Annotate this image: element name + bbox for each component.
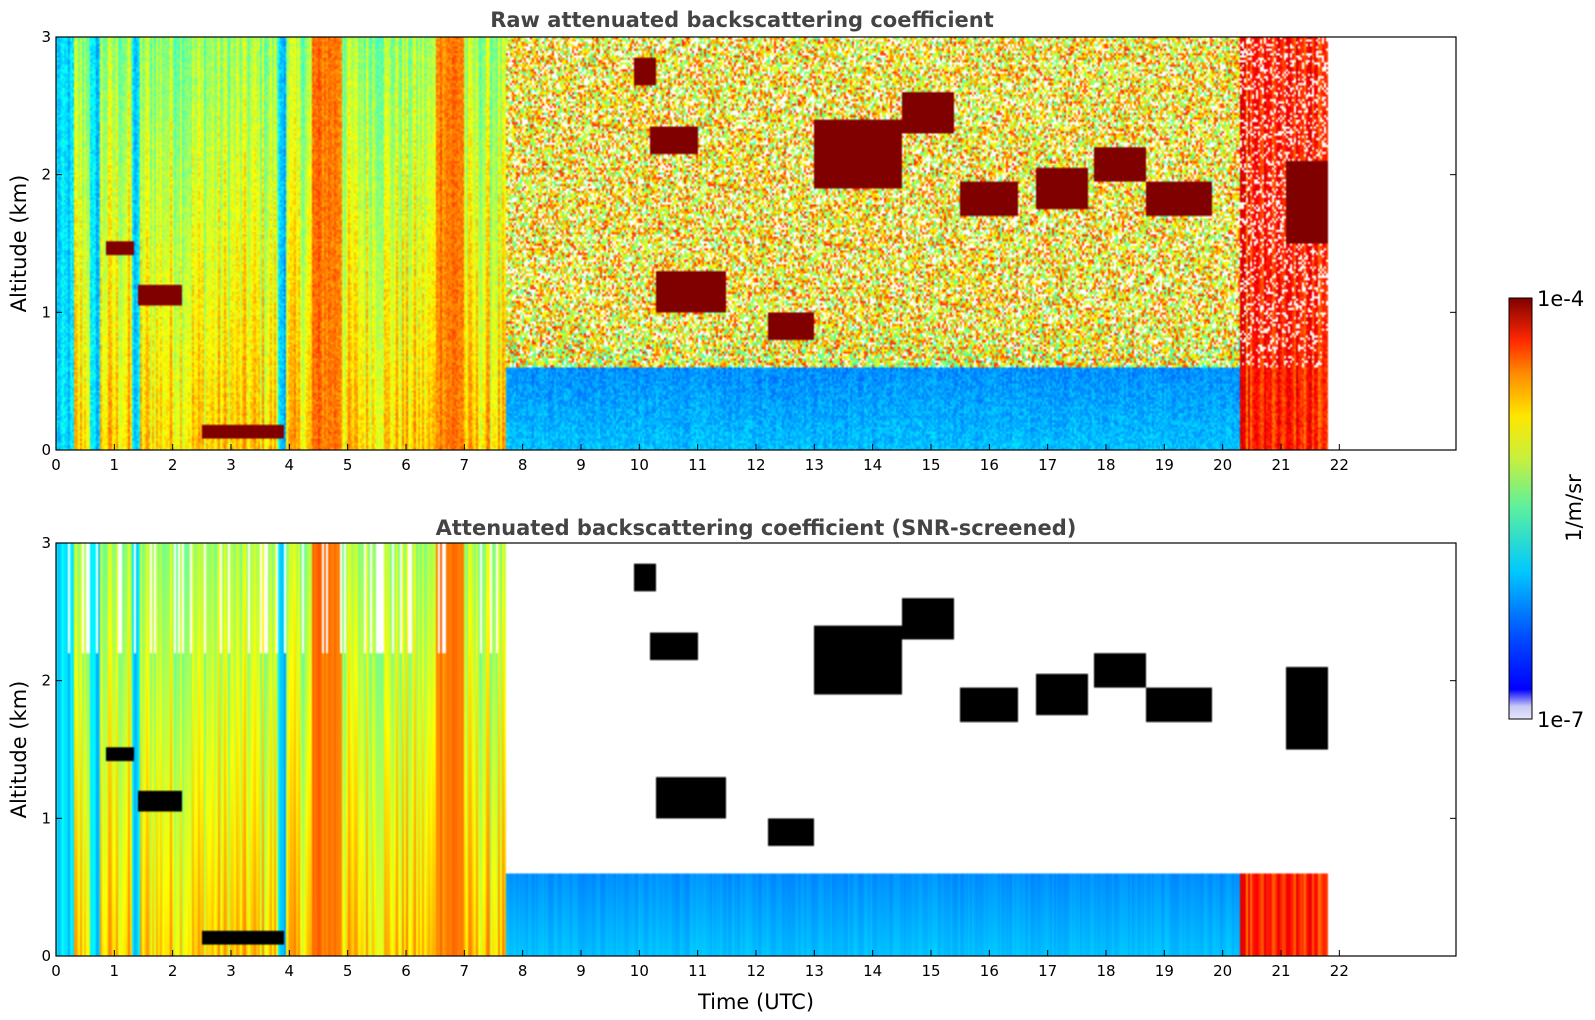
x-tick-label: 22 bbox=[1330, 962, 1349, 980]
x-tick-label: 18 bbox=[1096, 962, 1115, 980]
x-tick-label: 11 bbox=[688, 456, 707, 474]
x-tick-label: 21 bbox=[1271, 962, 1290, 980]
y-tick-label: 1 bbox=[41, 809, 51, 827]
x-tick-label: 17 bbox=[1038, 456, 1057, 474]
x-tick-label: 12 bbox=[746, 456, 765, 474]
x-tick-label: 11 bbox=[688, 962, 707, 980]
x-tick-label: 17 bbox=[1038, 962, 1057, 980]
panel-raw-heatmap bbox=[56, 37, 1456, 450]
x-tick-label: 15 bbox=[921, 962, 940, 980]
x-tick-label: 0 bbox=[51, 456, 61, 474]
panel-screened-xlabel: Time (UTC) bbox=[697, 990, 814, 1014]
panel-raw-title: Raw attenuated backscattering coefficien… bbox=[490, 8, 994, 32]
x-tick-label: 14 bbox=[863, 456, 882, 474]
x-tick-label: 20 bbox=[1213, 456, 1232, 474]
panel-screened: Attenuated backscattering coefficient (S… bbox=[7, 516, 1457, 1014]
x-tick-label: 2 bbox=[168, 962, 178, 980]
colorbar-gradient bbox=[1508, 297, 1533, 720]
panel-screened-ylabel: Altitude (km) bbox=[7, 681, 31, 819]
x-tick-label: 4 bbox=[285, 456, 295, 474]
x-tick-label: 4 bbox=[285, 962, 295, 980]
x-tick-label: 20 bbox=[1213, 962, 1232, 980]
x-tick-label: 3 bbox=[226, 456, 236, 474]
x-tick-label: 10 bbox=[630, 456, 649, 474]
colorbar: 1e-4 1e-7 1/m/sr bbox=[1508, 287, 1586, 732]
x-tick-label: 15 bbox=[921, 456, 940, 474]
x-tick-label: 19 bbox=[1155, 962, 1174, 980]
x-tick-label: 16 bbox=[980, 456, 999, 474]
x-tick-label: 6 bbox=[401, 456, 411, 474]
x-tick-label: 12 bbox=[746, 962, 765, 980]
x-tick-label: 2 bbox=[168, 456, 178, 474]
x-tick-label: 19 bbox=[1155, 456, 1174, 474]
y-tick-label: 0 bbox=[41, 947, 51, 965]
y-tick-label: 2 bbox=[41, 166, 51, 184]
x-tick-label: 5 bbox=[343, 456, 353, 474]
x-tick-label: 3 bbox=[226, 962, 236, 980]
x-tick-label: 6 bbox=[401, 962, 411, 980]
x-tick-label: 1 bbox=[110, 962, 120, 980]
x-tick-label: 8 bbox=[518, 456, 528, 474]
x-tick-label: 22 bbox=[1330, 456, 1349, 474]
x-tick-label: 9 bbox=[576, 962, 586, 980]
x-tick-label: 9 bbox=[576, 456, 586, 474]
x-tick-label: 16 bbox=[980, 962, 999, 980]
x-tick-label: 13 bbox=[805, 962, 824, 980]
colorbar-unit-label: 1/m/sr bbox=[1562, 474, 1586, 542]
y-tick-label: 2 bbox=[41, 672, 51, 690]
x-tick-label: 5 bbox=[343, 962, 353, 980]
panel-raw: Raw attenuated backscattering coefficien… bbox=[7, 8, 1457, 474]
x-tick-label: 10 bbox=[630, 962, 649, 980]
y-tick-label: 0 bbox=[41, 441, 51, 459]
panel-screened-title: Attenuated backscattering coefficient (S… bbox=[436, 516, 1077, 540]
colorbar-min-label: 1e-7 bbox=[1537, 708, 1584, 732]
x-tick-label: 13 bbox=[805, 456, 824, 474]
panel-raw-ylabel: Altitude (km) bbox=[7, 175, 31, 313]
x-tick-label: 1 bbox=[110, 456, 120, 474]
y-tick-label: 1 bbox=[41, 303, 51, 321]
y-tick-label: 3 bbox=[41, 28, 51, 46]
x-tick-label: 0 bbox=[51, 962, 61, 980]
colorbar-max-label: 1e-4 bbox=[1537, 287, 1584, 311]
x-tick-label: 18 bbox=[1096, 456, 1115, 474]
y-tick-label: 3 bbox=[41, 534, 51, 552]
x-tick-label: 14 bbox=[863, 962, 882, 980]
x-tick-label: 7 bbox=[460, 962, 470, 980]
x-tick-label: 8 bbox=[518, 962, 528, 980]
x-tick-label: 7 bbox=[460, 456, 470, 474]
x-tick-label: 21 bbox=[1271, 456, 1290, 474]
panel-screened-heatmap bbox=[56, 543, 1456, 956]
